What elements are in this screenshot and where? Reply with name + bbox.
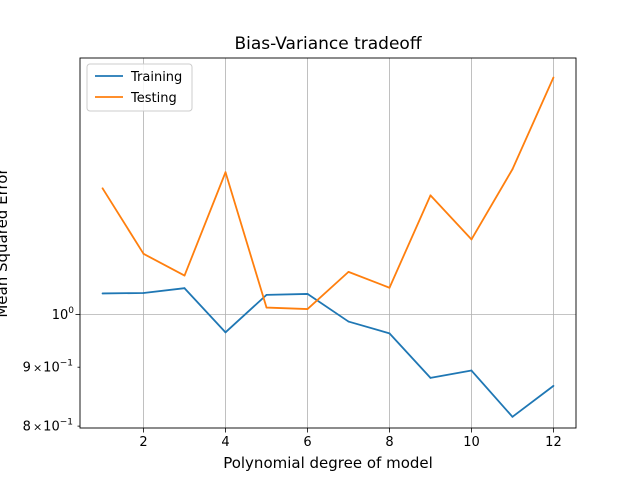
y-tick-exponent: −1 [60, 418, 73, 428]
data-point-testing [224, 171, 227, 174]
x-axis-ticks: 2 4 6 8 10 12 [139, 428, 562, 450]
x-tick-label: 6 [303, 435, 311, 450]
y-tick-exponent: 0 [68, 306, 74, 316]
y-tick-base: 10 [52, 308, 69, 323]
data-point-testing [388, 286, 391, 289]
y-tick-times: × [33, 362, 42, 375]
data-point-training [142, 292, 145, 294]
series-line-testing [101, 77, 555, 310]
y-tick-label: 8 ×10−1 [23, 418, 73, 435]
x-tick-label: 12 [545, 435, 562, 450]
legend: Training Testing [86, 63, 193, 112]
data-point-testing [511, 168, 514, 171]
y-tick-base: 10 [43, 420, 60, 435]
data-point-training [552, 384, 555, 387]
axes-frame [79, 57, 577, 429]
x-axis-label: Polynomial degree of model [223, 454, 433, 472]
chart-title: Bias-Variance tradeoff [234, 34, 422, 54]
x-tick-label: 8 [385, 435, 393, 450]
data-point-training [224, 331, 227, 334]
data-point-training [511, 415, 514, 418]
y-axis-label: Mean Squared Error [0, 168, 11, 318]
data-point-testing [183, 274, 186, 277]
y-tick-label: 9 ×10−1 [23, 359, 73, 376]
data-point-training [101, 292, 104, 295]
data-point-training [306, 293, 309, 295]
data-point-testing [265, 306, 268, 309]
y-tick-times: × [33, 421, 42, 434]
y-tick-mantissa: 9 [23, 361, 31, 376]
x-tick-label: 2 [139, 435, 147, 450]
plot-lines [101, 76, 555, 418]
data-point-testing [101, 187, 104, 190]
data-point-training [183, 287, 186, 290]
data-point-testing [552, 76, 555, 79]
legend-testing-label: Testing [130, 91, 177, 106]
data-point-training [470, 369, 473, 372]
x-tick-label: 10 [463, 435, 480, 450]
grid-lines [80, 58, 576, 428]
data-point-testing [429, 194, 432, 197]
y-tick-label: 100 [52, 306, 75, 323]
x-tick-label: 4 [221, 435, 229, 450]
data-point-training [388, 332, 391, 335]
series-line-training [102, 287, 554, 418]
data-point-training [265, 293, 268, 296]
data-point-training [347, 320, 350, 323]
data-point-testing [306, 308, 309, 310]
y-tick-base: 10 [43, 361, 60, 376]
y-tick-mantissa: 8 [23, 420, 31, 435]
data-point-training [429, 376, 432, 379]
data-point-testing [142, 252, 145, 255]
data-point-testing [347, 270, 350, 273]
data-point-testing [470, 238, 473, 241]
y-tick-exponent: −1 [60, 359, 73, 369]
legend-training-label: Training [130, 70, 182, 85]
